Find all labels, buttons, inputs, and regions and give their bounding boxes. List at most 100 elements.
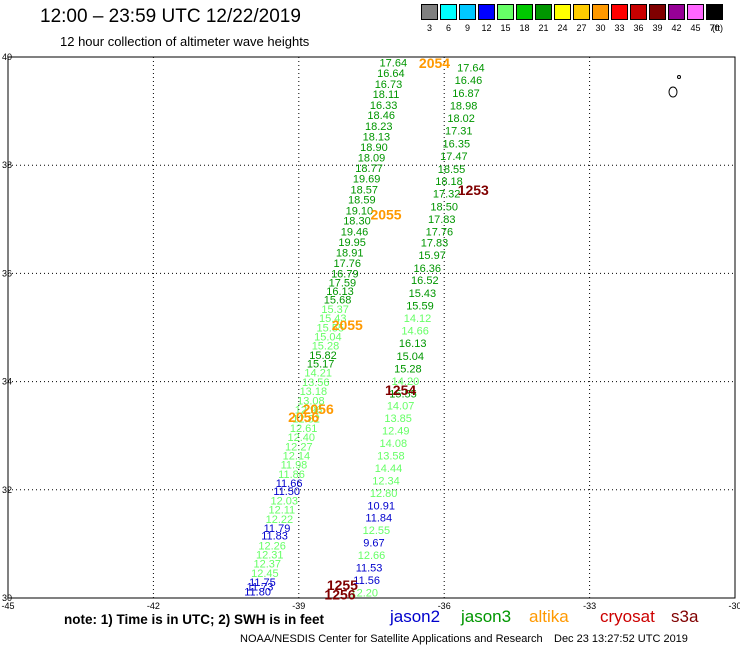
color-swatch-18	[516, 4, 533, 20]
wave-height-label: 12.96	[295, 405, 323, 417]
color-label-70: 70	[709, 23, 720, 33]
wave-height-label: 12.66	[358, 550, 386, 562]
wave-height-label: 18.18	[435, 176, 463, 188]
satellite-legend-s3a: s3a	[671, 607, 699, 626]
lat-tick-label: 32	[2, 485, 12, 495]
satellite-legend-altika: altika	[529, 607, 569, 626]
color-swatch-42	[668, 4, 685, 20]
wave-height-label: 12.14	[283, 451, 311, 463]
wave-height-label: 12.27	[285, 441, 313, 453]
wave-height-label: 16.73	[375, 79, 403, 91]
color-swatch-33	[611, 4, 628, 20]
wave-height-label: 15.82	[309, 350, 337, 362]
wave-height-label: 12.34	[372, 475, 400, 487]
wave-height-label: 17.83	[428, 214, 456, 226]
lat-tick-label: 36	[2, 268, 12, 278]
map-subtitle: 12 hour collection of altimeter wave hei…	[60, 34, 310, 49]
wave-height-label: 16.87	[452, 88, 480, 100]
wave-height-label: 12.22	[266, 514, 294, 526]
wave-height-label: 18.02	[447, 113, 475, 125]
wave-height-label: 14.44	[375, 463, 403, 475]
color-swatch-39	[649, 4, 666, 20]
wave-height-label: 17.31	[445, 125, 473, 137]
wave-height-label: 15.04	[397, 351, 425, 363]
pass-time-label: 1256	[324, 587, 355, 603]
lon-tick-label: -36	[438, 601, 451, 611]
wave-height-label: 11.86	[278, 469, 305, 481]
wave-height-label: 12.31	[256, 550, 284, 562]
wave-height-label: 19.46	[341, 227, 369, 239]
wave-height-label: 15.04	[314, 331, 342, 343]
wave-height-label: 14.66	[401, 326, 429, 338]
color-label-12: 12	[481, 23, 492, 33]
color-label-6: 6	[445, 23, 451, 33]
satellite-legend-cryosat: cryosat	[600, 607, 655, 626]
wave-height-label: 16.13	[399, 338, 427, 350]
wave-height-label: 17.64	[380, 58, 408, 70]
wave-height-label: 12.03	[270, 495, 298, 507]
wave-height-label: 16.79	[331, 269, 359, 281]
map-frame	[7, 56, 736, 599]
wave-height-label: 18.50	[430, 202, 458, 214]
wave-height-label: 15.37	[321, 304, 349, 316]
wave-height-label: 11.80	[244, 586, 271, 598]
color-label-33: 33	[614, 23, 625, 33]
color-swatch-24	[554, 4, 571, 20]
wave-height-label: 15.59	[406, 301, 434, 313]
pass-time-label: 1254	[385, 382, 416, 398]
wave-height-label: 12.26	[258, 540, 286, 552]
wave-height-label: 15.28	[312, 341, 340, 353]
wave-height-label: 11.84	[365, 513, 392, 525]
wave-height-label: 11.98	[281, 460, 308, 472]
wave-height-label: 11.83	[261, 531, 288, 543]
wave-height-label: 13.08	[297, 395, 325, 407]
pass-time-label: 1253	[458, 182, 489, 198]
wave-height-label: 11.50	[273, 486, 300, 498]
satellite-legend-jason2: jason2	[390, 607, 441, 626]
wave-height-label: 10.91	[367, 500, 395, 512]
wave-height-label: 12.61	[290, 423, 318, 435]
color-legend: 3 6 9 12 15 18 21 24 27 30 33 36 39 42 45 70	[421, 4, 727, 36]
color-label-3: 3	[426, 23, 432, 33]
wave-height-label: 18.55	[438, 164, 466, 176]
wave-height-label: 16.46	[455, 75, 483, 87]
island-outline	[668, 86, 678, 98]
color-swatch-9	[459, 4, 476, 20]
color-label-24: 24	[557, 23, 568, 33]
color-label-36: 36	[633, 23, 644, 33]
color-swatch-27	[573, 4, 590, 20]
wave-height-label: 14.08	[380, 438, 408, 450]
generation-timestamp: Dec 23 13:27:52 UTC 2019	[554, 633, 688, 645]
wave-height-label: 11.66	[276, 478, 303, 490]
wave-height-label: 14.07	[387, 401, 415, 413]
color-label-18: 18	[519, 23, 530, 33]
wave-height-label: 17.83	[421, 237, 449, 249]
wave-height-label: 11.56	[353, 575, 380, 587]
lat-tick-label: 30	[2, 593, 12, 603]
wave-height-label: 11.73	[247, 581, 274, 593]
pass-time-label: 2056	[288, 409, 319, 425]
lon-tick-label: -30	[728, 601, 740, 611]
color-label-9: 9	[464, 23, 470, 33]
pass-time-label: 2055	[370, 206, 401, 222]
color-label-27: 27	[576, 23, 587, 33]
wave-height-label: 17.59	[329, 277, 357, 289]
wave-height-label: 11.79	[264, 523, 291, 535]
color-label-45: 45	[690, 23, 701, 33]
footer-note: note: 1) Time is in UTC; 2) SWH is in fe…	[64, 612, 325, 627]
wave-height-label: 18.77	[355, 163, 383, 175]
wave-height-label: 15.43	[409, 288, 437, 300]
wave-height-label: 18.30	[343, 216, 371, 228]
color-label-30: 30	[595, 23, 606, 33]
wave-height-label: 18.98	[450, 100, 478, 112]
lat-tick-label: 40	[2, 52, 12, 62]
satellite-legend-jason3: jason3	[461, 607, 512, 626]
wave-height-label: 18.90	[360, 142, 388, 154]
wave-height-label: 12.37	[254, 559, 282, 571]
wave-height-label: 19.10	[346, 205, 374, 217]
wave-height-label: 17.32	[433, 189, 461, 201]
color-swatch-36	[630, 4, 647, 20]
color-swatch-15	[497, 4, 514, 20]
color-swatch-45	[687, 4, 704, 20]
wave-height-label: 14.21	[304, 368, 332, 380]
